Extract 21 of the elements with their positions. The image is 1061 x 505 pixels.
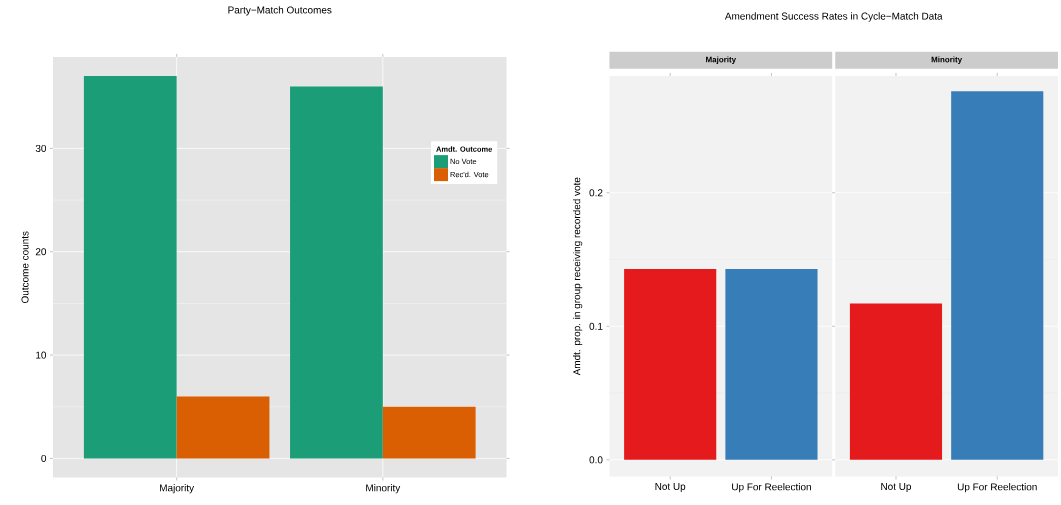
y-tick-label: 10 (36, 351, 47, 359)
x-tick-label: Majority (160, 484, 195, 494)
x-tick-label: Not Up (881, 483, 912, 493)
y-tick-label: 0.2 (589, 189, 603, 197)
y-tick-label: 30 (35, 145, 47, 153)
x-tick-label: Up For Reelection (957, 483, 1037, 493)
y-tick-label: 0 (41, 455, 47, 463)
chart-title: Party−Match Outcomes (228, 6, 332, 16)
y-axis-title: Amdt. prop. in group receiving recorded vote (572, 177, 583, 376)
y-tick-label: 0.0 (589, 456, 603, 464)
y-axis-title: Outcome counts (21, 231, 29, 304)
bar (176, 396, 270, 459)
y-tick-label: 20 (35, 248, 47, 256)
y-tick-label: 0.1 (589, 323, 603, 331)
x-tick-label: Minority (366, 484, 401, 494)
bar (382, 406, 476, 459)
x-tick-label: Not Up (655, 483, 686, 493)
x-tick-label: Up For Reelection (732, 483, 811, 493)
bar (83, 76, 177, 459)
chart-title: Amendment Success Rates in Cycle−Match Data (724, 12, 943, 22)
bar (290, 86, 383, 459)
